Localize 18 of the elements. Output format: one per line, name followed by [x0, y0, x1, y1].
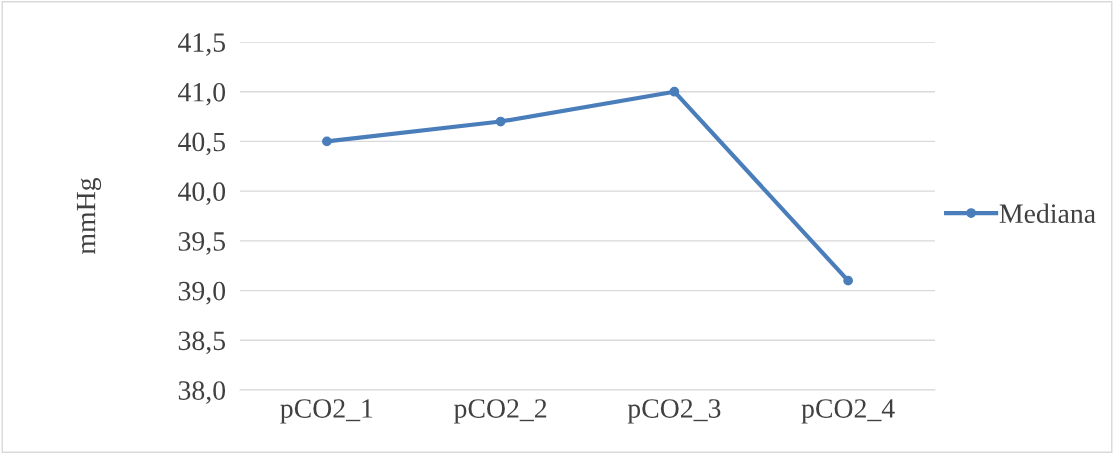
point: [669, 86, 680, 97]
y-tick-label: 39,5: [178, 232, 226, 255]
x-tick-label: pCO2_1: [280, 399, 373, 424]
x-tick-label: pCO2_4: [801, 399, 895, 424]
point: [843, 275, 853, 286]
y-tick-label: 40,0: [178, 182, 226, 206]
point: [495, 116, 506, 127]
y-tick-label: 39,0: [178, 281, 226, 305]
legend-label: Mediana: [999, 203, 1096, 224]
x-tick-label: pCO2_3: [627, 399, 721, 424]
y-tick-label: 38,5: [178, 331, 226, 355]
x-tick-label: pCO2_2: [454, 399, 547, 424]
y-tick-label: 41,0: [178, 82, 226, 106]
y-tick-label: 40,5: [178, 132, 226, 156]
y-tick-label: 38,0: [178, 381, 226, 404]
y-tick-label: 41,5: [178, 33, 226, 56]
y-axis-title: mmHg: [76, 177, 102, 254]
point: [322, 136, 332, 147]
